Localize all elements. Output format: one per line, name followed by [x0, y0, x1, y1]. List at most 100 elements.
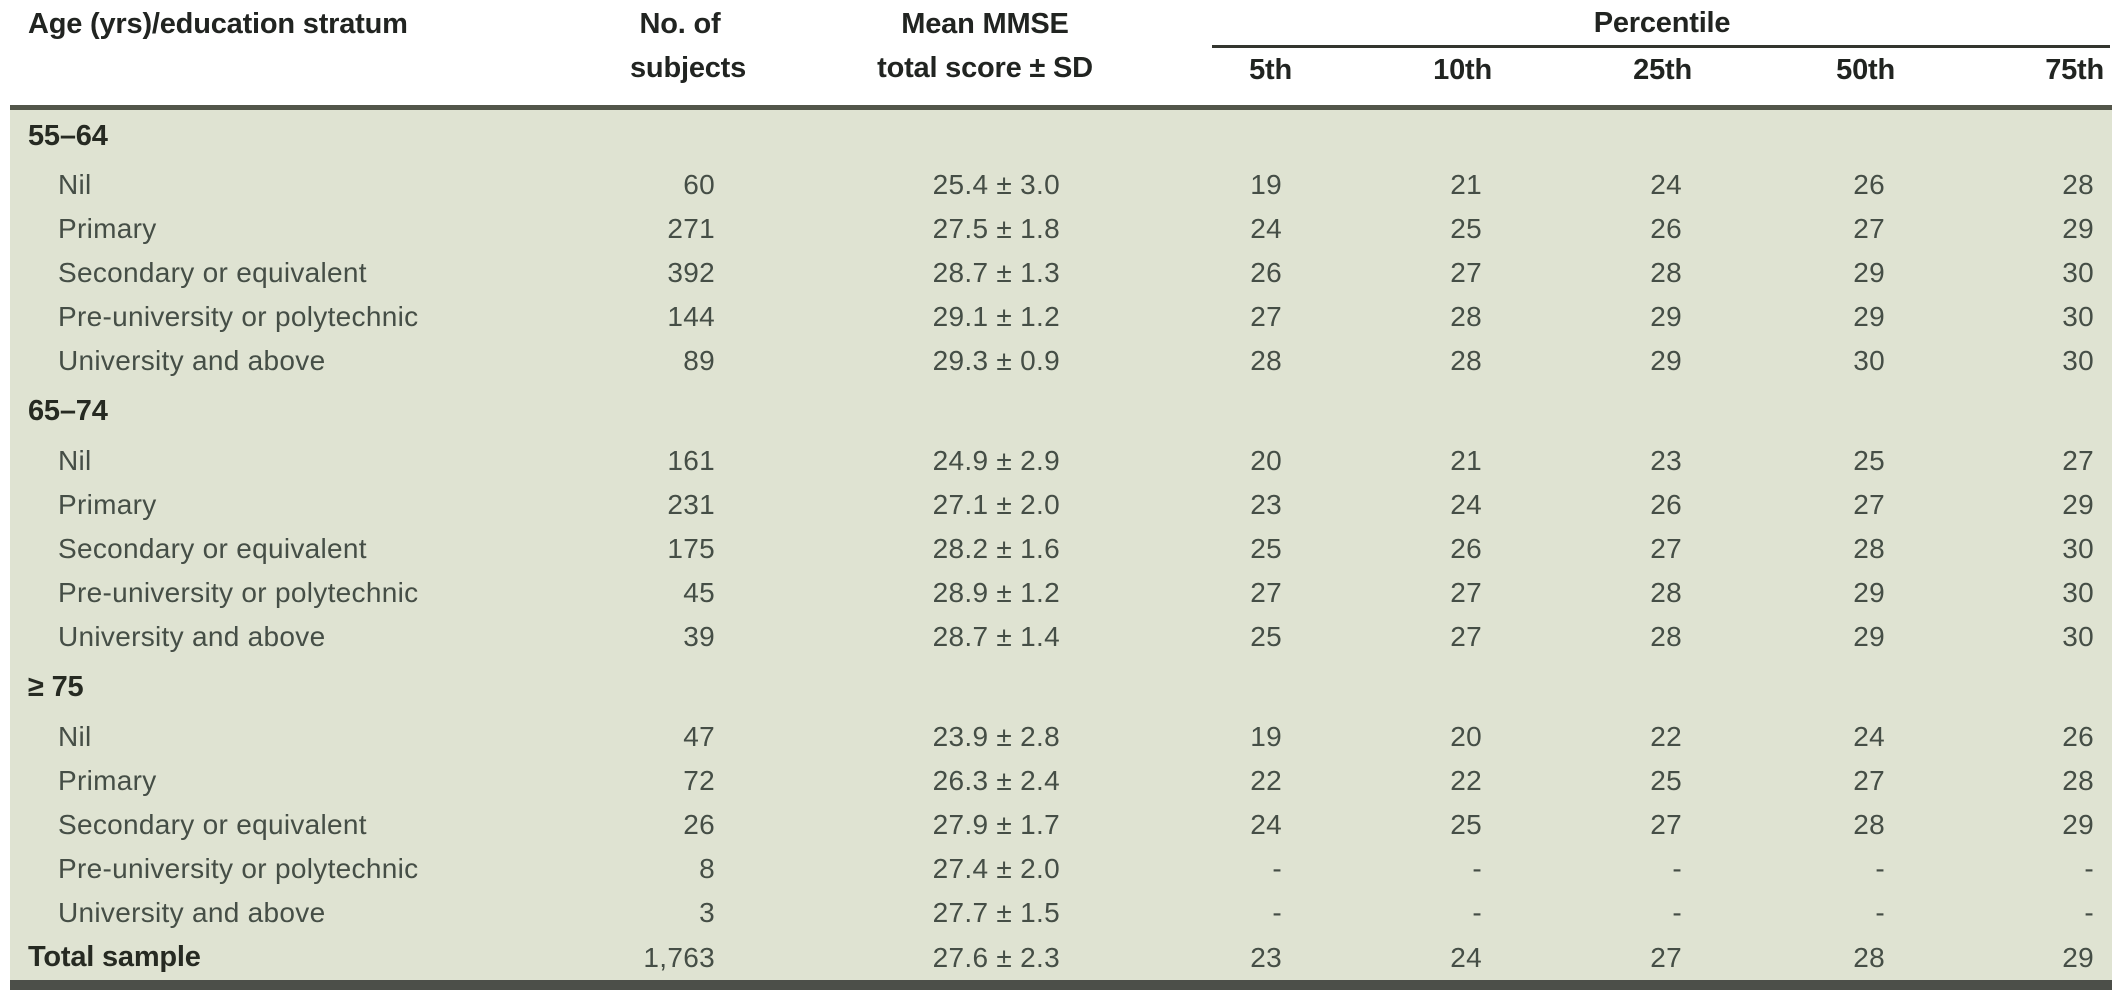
table-row: Secondary or equivalent 392 28.7 ± 1.3 26 27…	[10, 251, 2112, 295]
percentile-5th-cell: 20	[1250, 445, 1282, 476]
subjects-count-cell: 47	[683, 721, 715, 752]
stratum-cell: Secondary or equivalent	[58, 533, 367, 564]
percentile-50th-cell: 30	[1853, 345, 1885, 376]
table-row: Secondary or equivalent 26 27.9 ± 1.7 24 25 2…	[10, 803, 2112, 847]
percentile-25th-cell: 28	[1650, 621, 1682, 652]
subjects-count-cell: 1,763	[643, 941, 715, 973]
percentile-5th-cell: 24	[1250, 809, 1282, 840]
percentile-5th-cell: 23	[1250, 941, 1282, 973]
col-header-percentile-5th: 5th	[1100, 48, 1300, 110]
subjects-count-cell: 161	[667, 445, 715, 476]
percentile-25th-cell: 25	[1650, 765, 1682, 796]
percentile-10th-cell: 28	[1450, 345, 1482, 376]
mean-sd-cell: 28.7 ± 1.4	[932, 621, 1060, 652]
mean-sd-cell: 29.3 ± 0.9	[932, 345, 1060, 376]
percentile-50th-cell: 29	[1853, 621, 1885, 652]
percentile-5th-cell: 23	[1250, 489, 1282, 520]
table-row: University and above 89 29.3 ± 0.9 28 28 29 30…	[10, 339, 2112, 383]
percentile-5th-cell: 19	[1250, 169, 1282, 200]
subjects-count-cell: 45	[683, 577, 715, 608]
percentile-10th-cell: 24	[1450, 489, 1482, 520]
table-row: Nil 161 24.9 ± 2.9 20 21 23 25 27	[10, 439, 2112, 483]
percentile-underline	[1212, 45, 2111, 48]
stratum-cell: Pre-university or polytechnic	[58, 577, 419, 608]
percentile-25th-cell: 27	[1650, 941, 1682, 973]
age-section-label: 65–74	[28, 394, 108, 427]
col-header-subjects-line1: No. of	[639, 8, 721, 40]
percentile-75th-cell: 29	[2062, 489, 2095, 520]
percentile-50th-cell: 25	[1853, 445, 1885, 476]
percentile-50th-cell: 27	[1853, 765, 1885, 796]
subjects-count-cell: 144	[667, 301, 715, 332]
col-header-percentile-10th: 10th	[1300, 48, 1500, 110]
subjects-count-cell: 392	[667, 257, 715, 288]
percentile-10th-cell: 25	[1450, 213, 1482, 244]
col-header-percentile-group: Percentile	[1100, 0, 2113, 48]
percentile-75th-cell: 26	[2062, 721, 2095, 752]
col-header-percentile-75th: 75th	[1903, 48, 2113, 110]
col-header-percentile-25th: 25th	[1500, 48, 1700, 110]
percentile-header-row: 5th 10th 25th 50th 75th	[10, 48, 2113, 110]
stratum-cell: Nil	[58, 169, 92, 200]
percentile-75th-cell: 27	[2062, 445, 2095, 476]
percentile-5th-cell: 25	[1250, 533, 1282, 564]
percentile-50th-cell: 24	[1853, 721, 1885, 752]
percentile-25th-cell: 24	[1650, 169, 1682, 200]
percentile-25th-cell: 28	[1650, 257, 1682, 288]
percentile-75th-cell: 30	[2062, 257, 2095, 288]
percentile-10th-cell: 21	[1450, 445, 1482, 476]
table-row: University and above 3 27.7 ± 1.5 - - - - -	[10, 891, 2112, 935]
subjects-count-cell: 231	[667, 489, 715, 520]
percentile-10th-cell: 24	[1450, 941, 1482, 973]
percentile-25th-cell: 27	[1650, 533, 1682, 564]
percentile-10th-cell: 27	[1450, 621, 1482, 652]
total-sample-row: Total sample 1,763 27.6 ± 2.3 23 24 27 28 29	[10, 935, 2112, 985]
table-row: Primary 271 27.5 ± 1.8 24 25 26 27 29	[10, 207, 2112, 251]
subjects-count-cell: 271	[667, 213, 715, 244]
subjects-count-cell: 89	[683, 345, 715, 376]
percentile-50th-cell: -	[1875, 897, 1885, 928]
percentile-50th-cell: 29	[1853, 577, 1885, 608]
table-row: Pre-university or polytechnic 144 29.1 ± 1…	[10, 295, 2112, 339]
percentile-75th-cell: 30	[2062, 301, 2095, 332]
col-header-subjects: No. of subjects	[570, 0, 746, 110]
percentile-5th-cell: 19	[1250, 721, 1282, 752]
percentile-10th-cell: 20	[1450, 721, 1482, 752]
mean-sd-cell: 27.1 ± 2.0	[932, 489, 1060, 520]
percentile-25th-cell: 28	[1650, 577, 1682, 608]
percentile-10th-cell: -	[1472, 897, 1482, 928]
percentile-75th-cell: 28	[2062, 169, 2095, 200]
percentile-50th-cell: 28	[1853, 941, 1885, 973]
mean-sd-cell: 27.7 ± 1.5	[932, 897, 1060, 928]
percentile-10th-cell: 27	[1450, 257, 1482, 288]
mean-sd-cell: 29.1 ± 1.2	[932, 301, 1060, 332]
percentile-25th-cell: -	[1672, 897, 1682, 928]
mean-sd-cell: 23.9 ± 2.8	[932, 721, 1060, 752]
percentile-10th-cell: 22	[1450, 765, 1482, 796]
stratum-cell: Primary	[58, 213, 157, 244]
mean-sd-cell: 24.9 ± 2.9	[932, 445, 1060, 476]
percentile-75th-cell: -	[2084, 897, 2095, 928]
percentile-5th-cell: 28	[1250, 345, 1282, 376]
table-header: Age (yrs)/education stratum No. of subje…	[10, 0, 2113, 110]
percentile-10th-cell: -	[1472, 853, 1482, 884]
percentile-75th-cell: 29	[2062, 213, 2095, 244]
subjects-count-cell: 72	[683, 765, 715, 796]
mean-sd-cell: 26.3 ± 2.4	[932, 765, 1060, 796]
mmse-norms-table: Age (yrs)/education stratum No. of subje…	[10, 0, 2113, 990]
table-body: 55–64 Nil 60 25.4 ± 3.0 19 21 24 26 28 Primary 271…	[10, 107, 2113, 985]
table-row: Nil 60 25.4 ± 3.0 19 21 24 26 28	[10, 163, 2112, 207]
percentile-25th-cell: 29	[1650, 345, 1682, 376]
subjects-count-cell: 3	[699, 897, 715, 928]
percentile-50th-cell: -	[1875, 853, 1885, 884]
table-row: Pre-university or polytechnic 45 28.9 ± 1.…	[10, 571, 2112, 615]
percentile-10th-cell: 27	[1450, 577, 1482, 608]
percentile-25th-cell: 29	[1650, 301, 1682, 332]
col-header-mean-mmse: Mean MMSE total score ± SD	[730, 0, 1100, 110]
subjects-count-cell: 60	[683, 169, 715, 200]
col-header-percentile-50th: 50th	[1700, 48, 1903, 110]
percentile-25th-cell: -	[1672, 853, 1682, 884]
mean-sd-cell: 27.4 ± 2.0	[932, 853, 1060, 884]
mean-sd-cell: 27.9 ± 1.7	[932, 809, 1060, 840]
